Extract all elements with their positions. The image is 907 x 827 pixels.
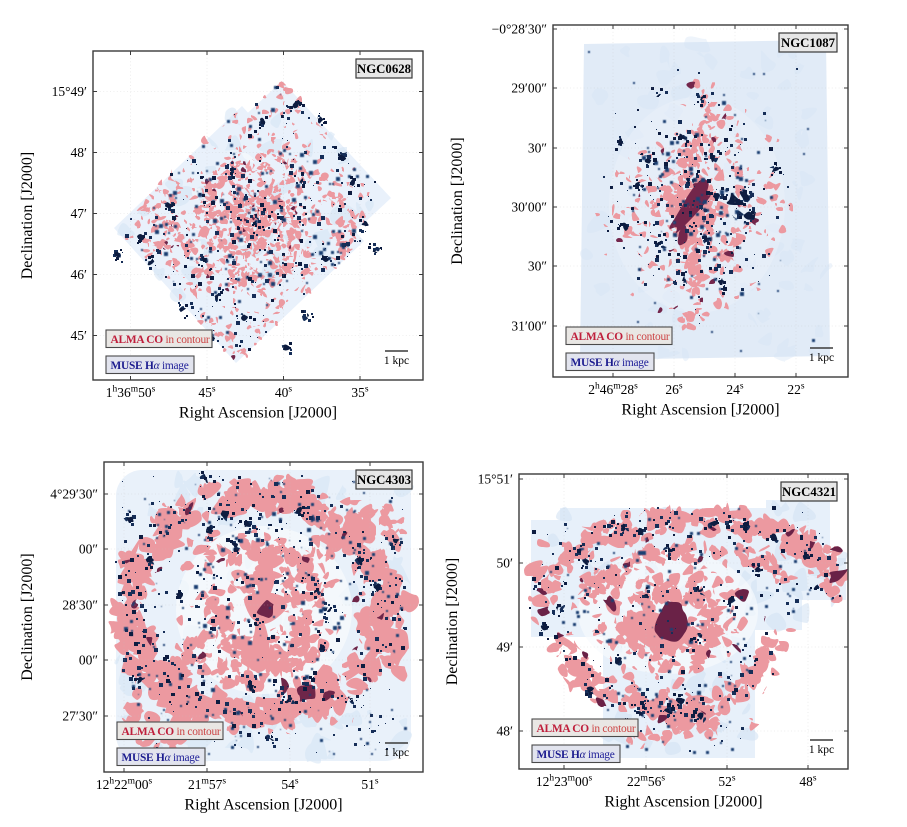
svg-text:00″: 00″ bbox=[79, 653, 98, 668]
svg-text:00″: 00″ bbox=[79, 542, 98, 557]
svg-text:48s: 48s bbox=[799, 774, 817, 790]
svg-text:28′30″: 28′30″ bbox=[62, 598, 98, 613]
svg-text:30″: 30″ bbox=[528, 259, 547, 274]
svg-text:2h46m28s: 2h46m28s bbox=[588, 382, 638, 398]
svg-text:12h22m00s: 12h22m00s bbox=[96, 777, 153, 793]
svg-text:22s: 22s bbox=[787, 382, 805, 398]
svg-text:MUSE Hα image: MUSE Hα image bbox=[537, 749, 615, 761]
svg-text:1 kpc: 1 kpc bbox=[809, 744, 834, 756]
svg-text:15°49′: 15°49′ bbox=[52, 84, 87, 99]
svg-text:12h23m00s: 12h23m00s bbox=[536, 774, 593, 790]
svg-text:52s: 52s bbox=[718, 774, 736, 790]
svg-text:1h36m50s: 1h36m50s bbox=[106, 385, 156, 401]
svg-text:NGC4321: NGC4321 bbox=[782, 485, 836, 499]
svg-text:40s: 40s bbox=[275, 385, 293, 401]
svg-text:Right Ascension [J2000]: Right Ascension [J2000] bbox=[604, 794, 762, 811]
svg-text:Declination [J2000]: Declination [J2000] bbox=[444, 558, 461, 686]
svg-text:1 kpc: 1 kpc bbox=[809, 352, 834, 364]
svg-text:54s: 54s bbox=[281, 777, 299, 793]
svg-text:15°51′: 15°51′ bbox=[478, 472, 513, 487]
svg-text:1 kpc: 1 kpc bbox=[384, 747, 409, 759]
svg-text:Right Ascension [J2000]: Right Ascension [J2000] bbox=[179, 405, 337, 422]
svg-text:ALMA CO in contour: ALMA CO in contour bbox=[537, 723, 636, 735]
svg-text:MUSE Hα image: MUSE Hα image bbox=[122, 752, 200, 764]
svg-text:21m57s: 21m57s bbox=[188, 777, 226, 793]
svg-text:ALMA CO in contour: ALMA CO in contour bbox=[111, 334, 210, 346]
svg-text:30″: 30″ bbox=[528, 141, 547, 156]
svg-text:24s: 24s bbox=[726, 382, 744, 398]
svg-text:45s: 45s bbox=[198, 385, 216, 401]
svg-text:31′00″: 31′00″ bbox=[511, 319, 547, 334]
svg-text:Right Ascension [J2000]: Right Ascension [J2000] bbox=[184, 797, 342, 814]
svg-text:Declination [J2000]: Declination [J2000] bbox=[19, 553, 36, 681]
svg-text:46′: 46′ bbox=[71, 267, 88, 282]
svg-text:NGC4303: NGC4303 bbox=[357, 473, 411, 487]
svg-text:NGC0628: NGC0628 bbox=[357, 62, 411, 76]
svg-text:ALMA CO in contour: ALMA CO in contour bbox=[122, 726, 221, 738]
svg-text:MUSE Hα image: MUSE Hα image bbox=[571, 357, 649, 369]
svg-text:48′: 48′ bbox=[71, 145, 88, 160]
svg-text:30′00″: 30′00″ bbox=[511, 200, 547, 215]
svg-text:27′30″: 27′30″ bbox=[62, 709, 98, 724]
svg-text:4°29′30″: 4°29′30″ bbox=[50, 487, 98, 502]
svg-text:29′00″: 29′00″ bbox=[511, 81, 547, 96]
svg-text:1 kpc: 1 kpc bbox=[384, 355, 409, 367]
svg-text:51s: 51s bbox=[361, 777, 379, 793]
svg-text:26s: 26s bbox=[665, 382, 683, 398]
svg-text:Declination [J2000]: Declination [J2000] bbox=[449, 137, 466, 265]
svg-text:NGC1087: NGC1087 bbox=[781, 36, 836, 50]
svg-text:−0°28′30″: −0°28′30″ bbox=[492, 22, 547, 37]
svg-text:48′: 48′ bbox=[497, 724, 514, 739]
svg-text:45′: 45′ bbox=[71, 328, 88, 343]
svg-text:MUSE Hα image: MUSE Hα image bbox=[111, 360, 189, 372]
svg-text:ALMA CO in contour: ALMA CO in contour bbox=[571, 331, 670, 343]
svg-text:50′: 50′ bbox=[497, 556, 514, 571]
svg-text:49′: 49′ bbox=[497, 640, 514, 655]
svg-text:Right Ascension [J2000]: Right Ascension [J2000] bbox=[621, 402, 779, 419]
svg-text:22m56s: 22m56s bbox=[627, 774, 665, 790]
svg-text:Declination [J2000]: Declination [J2000] bbox=[19, 152, 36, 280]
svg-text:35s: 35s bbox=[351, 385, 369, 401]
svg-text:47′: 47′ bbox=[71, 206, 88, 221]
